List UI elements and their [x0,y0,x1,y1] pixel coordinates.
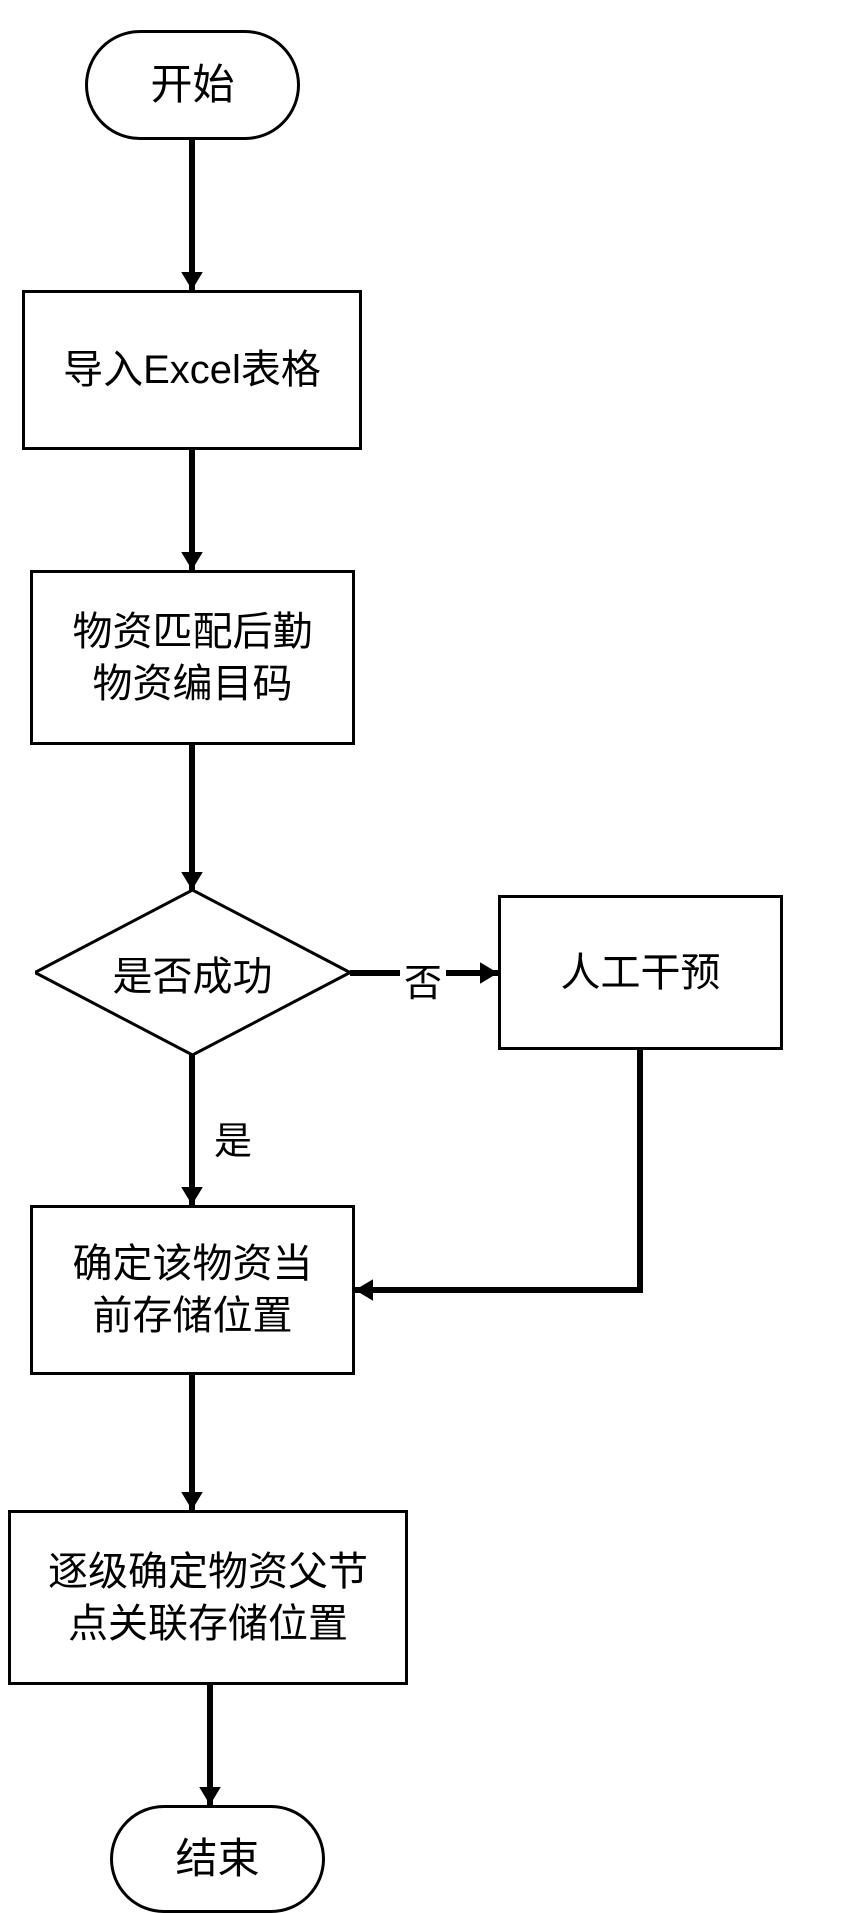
flowchart-node-manual: 人工干预 [498,895,783,1050]
flowchart-edge-label: 否 [400,950,446,1009]
flowchart-node-label: 是否成功 [35,890,350,1055]
flowchart-node-decision: 是否成功 [35,890,350,1055]
flowchart-edge [190,1665,230,1825]
flowchart-node-import: 导入Excel表格 [22,290,362,450]
flowchart-edge [335,1030,660,1310]
flowchart-node-label: 结束 [175,1832,259,1887]
flowchart-node-label: 导入Excel表格 [63,344,321,396]
flowchart-node-match: 物资匹配后勤 物资编目码 [30,570,355,745]
flowchart-node-label: 开始 [150,58,234,113]
flowchart-edge [172,120,212,310]
flowchart-node-label: 逐级确定物资父节 点关联存储位置 [48,1546,368,1650]
flowchart-node-locate: 确定该物资当 前存储位置 [30,1205,355,1375]
flowchart-node-label: 物资匹配后勤 物资编目码 [73,606,313,710]
flowchart-edge [172,725,212,910]
flowchart-edge [172,430,212,590]
flowchart-edge-label: 是 [210,1108,256,1167]
flowchart-node-label: 确定该物资当 前存储位置 [73,1238,313,1342]
flowchart-edge [172,1035,212,1225]
flowchart-node-parent: 逐级确定物资父节 点关联存储位置 [8,1510,408,1685]
flowchart-edge [172,1355,212,1530]
flowchart-node-label: 人工干预 [561,947,721,999]
